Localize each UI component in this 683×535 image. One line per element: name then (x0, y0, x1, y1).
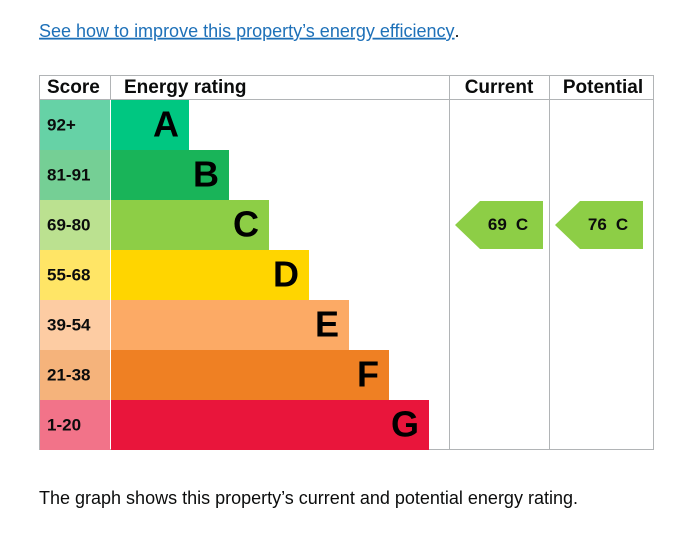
score-cell (40, 350, 110, 400)
improve-link[interactable]: See how to improve this property’s energ… (39, 21, 455, 41)
rating-bar (111, 100, 189, 150)
score-range: 21-38 (47, 365, 90, 384)
header-score: Score (47, 77, 100, 98)
score-range: 92+ (47, 115, 76, 134)
score-range: 55-68 (47, 265, 90, 284)
score-cell (40, 100, 110, 150)
header-potential: Potential (563, 77, 643, 98)
score-cell (40, 400, 110, 450)
score-cell (40, 200, 110, 250)
rating-bar (111, 350, 389, 400)
potential-rating: C (616, 215, 628, 234)
current-value: 69 (488, 215, 507, 234)
score-cell (40, 250, 110, 300)
score-cell (40, 150, 110, 200)
rating-letter: E (315, 304, 339, 345)
potential-label: 76 C (588, 215, 628, 234)
rating-letter: D (273, 254, 299, 295)
rating-bar (111, 200, 269, 250)
score-cell (40, 300, 110, 350)
rating-letter: G (391, 404, 419, 445)
table-grid (39, 75, 654, 450)
rating-bar (111, 250, 309, 300)
score-range: 39-54 (47, 315, 91, 334)
rating-bar (111, 400, 429, 450)
score-range: 81-91 (47, 165, 90, 184)
potential-arrow (555, 201, 643, 249)
current-rating: C (516, 215, 528, 234)
header-rating: Energy rating (124, 77, 246, 98)
footer-text: The graph shows this property’s current … (39, 488, 578, 508)
header-current: Current (465, 77, 534, 98)
potential-value: 76 (588, 215, 607, 234)
score-range: 1-20 (47, 415, 81, 434)
rating-bar (111, 300, 349, 350)
rating-letter: C (233, 204, 259, 245)
current-arrow (455, 201, 543, 249)
rating-letter: B (193, 154, 219, 195)
score-range: 69-80 (47, 215, 90, 234)
rating-letter: F (357, 354, 379, 395)
rating-bar (111, 150, 229, 200)
link-suffix: . (455, 21, 460, 41)
current-label: 69 C (488, 215, 528, 234)
rating-letter: A (153, 104, 179, 145)
